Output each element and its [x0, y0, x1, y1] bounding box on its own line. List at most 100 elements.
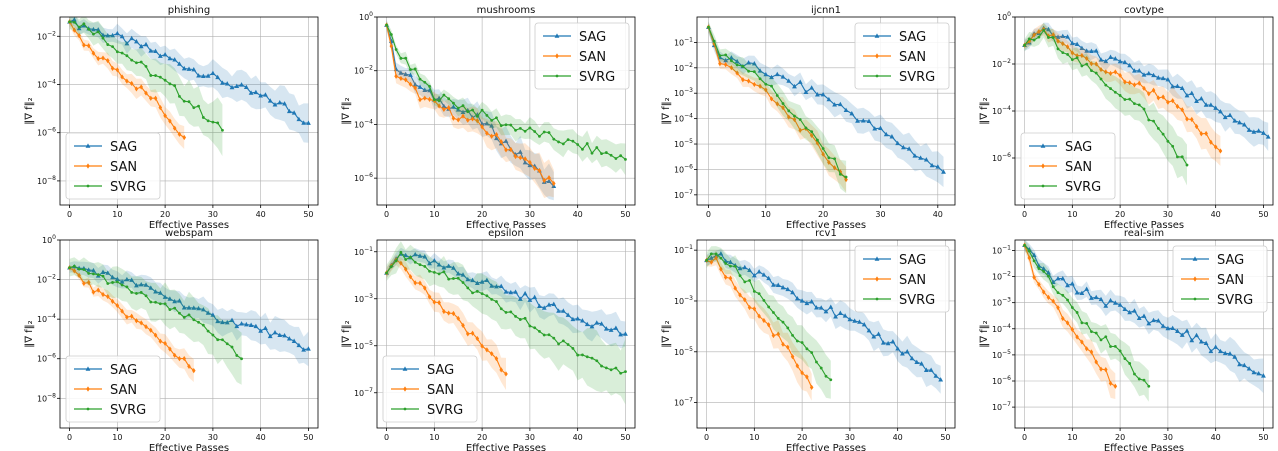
y-tick-label: 10−2 — [992, 271, 1011, 282]
marker-SAN — [1118, 72, 1122, 78]
marker-SAG — [809, 299, 815, 304]
marker-SAN — [158, 338, 163, 344]
marker-SAN — [1146, 91, 1151, 97]
marker-SAN — [741, 77, 745, 83]
marker-SAN — [475, 335, 480, 342]
marker-SVRG — [1080, 321, 1084, 325]
marker-SVRG — [139, 291, 143, 294]
legend-marker-SAN — [1193, 276, 1197, 282]
band-SAN — [69, 264, 194, 383]
legend-marker-SAG — [874, 33, 880, 38]
marker-SAG — [729, 55, 734, 60]
marker-SAG — [110, 32, 115, 38]
marker-SAG — [1165, 77, 1171, 82]
marker-SVRG — [518, 127, 522, 130]
marker-SAG — [479, 279, 485, 284]
marker-SAG — [408, 72, 413, 77]
marker-SAN — [1032, 32, 1036, 38]
marker-SAG — [267, 333, 273, 339]
marker-SAG — [114, 276, 120, 282]
marker-SAG — [205, 310, 211, 315]
y-tick-label: 100 — [359, 11, 373, 22]
x-tick-label: 20 — [477, 433, 487, 442]
marker-SAG — [1074, 290, 1080, 295]
marker-SAG — [1084, 286, 1090, 291]
marker-SVRG — [624, 157, 627, 161]
marker-SVRG — [1099, 338, 1103, 342]
marker-SAG — [243, 84, 249, 90]
marker-SAN — [1103, 367, 1108, 373]
marker-SAG — [857, 319, 862, 324]
marker-SAG — [105, 270, 111, 275]
marker-SAG — [167, 55, 173, 61]
marker-SAG — [1117, 302, 1123, 307]
marker-SAN — [413, 280, 418, 286]
marker-SVRG — [437, 272, 441, 276]
marker-SAN — [182, 134, 187, 141]
marker-SAN — [129, 313, 134, 319]
marker-SAN — [758, 83, 762, 89]
marker-SVRG — [827, 156, 831, 160]
marker-SVRG — [1152, 119, 1155, 123]
marker-SVRG — [1056, 291, 1060, 295]
y-tick-label: 10−4 — [354, 118, 373, 129]
marker-SVRG — [786, 326, 790, 330]
marker-SVRG — [504, 123, 508, 127]
marker-SAN — [798, 127, 802, 133]
marker-SAN — [1185, 116, 1189, 122]
marker-SAG — [301, 347, 307, 352]
y-tick-label: 10−7 — [354, 387, 373, 398]
marker-SAG — [1222, 350, 1228, 356]
x-tick-label: 50 — [1258, 210, 1268, 219]
marker-SVRG — [399, 250, 403, 254]
marker-SAG — [1098, 57, 1104, 62]
marker-SVRG — [833, 157, 836, 161]
x-tick-label: 30 — [845, 433, 855, 442]
marker-SAG — [277, 332, 283, 338]
y-tick-label: 10−6 — [674, 163, 693, 174]
marker-SAN — [1089, 61, 1094, 67]
marker-SAG — [880, 340, 886, 345]
marker-SVRG — [495, 300, 498, 303]
marker-SVRG — [68, 266, 71, 270]
marker-SAG — [1237, 361, 1242, 367]
marker-SAG — [210, 70, 216, 75]
marker-SVRG — [1123, 98, 1127, 101]
marker-SAG — [1089, 295, 1094, 300]
line-SAG — [1024, 27, 1269, 138]
subplot-phishing: 0 10 20 30 40 50 10−2 10−4 10−6 10−8 phishing Effec… — [24, 5, 319, 231]
marker-SAN — [1103, 69, 1108, 75]
marker-SVRG — [206, 119, 210, 123]
marker-SAN — [470, 330, 475, 336]
marker-SVRG — [77, 267, 81, 271]
marker-SAG — [1065, 282, 1070, 288]
marker-SVRG — [1118, 94, 1122, 97]
marker-SAG — [517, 296, 523, 301]
marker-SAG — [1213, 344, 1219, 349]
marker-SVRG — [752, 70, 756, 74]
subplot-real-sim: 0 10 20 30 40 50 10−1 10−2 10−3 10−4 10−5 10−6 10−7 r… — [979, 228, 1274, 451]
marker-SAN — [718, 61, 722, 67]
marker-SAG — [613, 325, 619, 330]
marker-SAG — [842, 313, 848, 318]
marker-SVRG — [201, 116, 205, 119]
marker-SAG — [1218, 108, 1223, 114]
marker-SAG — [1098, 296, 1104, 302]
marker-SAN — [832, 165, 837, 171]
marker-SAG — [301, 120, 307, 125]
marker-SVRG — [163, 78, 167, 82]
legend-marker-SVRG — [403, 407, 407, 411]
marker-SAN — [96, 287, 101, 293]
marker-SVRG — [1066, 298, 1069, 302]
marker-SAG — [157, 290, 163, 295]
legend: SAG SAN SVRG — [1172, 245, 1268, 313]
marker-SAG — [1261, 130, 1266, 135]
band-SAG — [386, 247, 626, 349]
marker-SAG — [1093, 48, 1099, 53]
marker-SAN — [504, 147, 508, 153]
y-tick-label: 10−5 — [674, 346, 693, 357]
legend-entry: SVRG — [1065, 180, 1101, 195]
marker-SAG — [263, 92, 268, 97]
marker-SAN — [781, 105, 785, 111]
marker-SAN — [805, 374, 809, 380]
